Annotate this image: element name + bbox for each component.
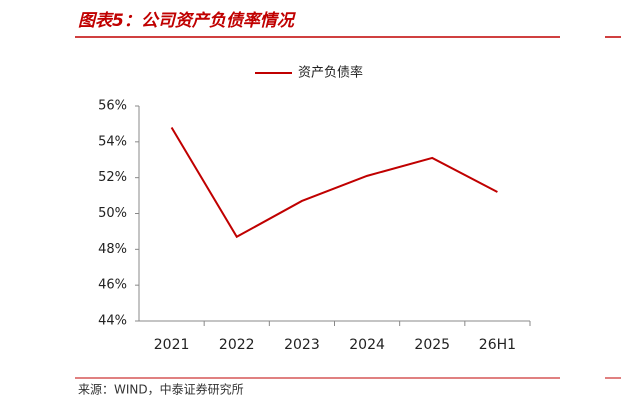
y-tick-label: 52% bbox=[98, 170, 127, 185]
series-line bbox=[170, 126, 498, 239]
x-tick-label: 2025 bbox=[414, 337, 450, 353]
y-tick-label: 54% bbox=[98, 134, 127, 149]
y-tick-label: 48% bbox=[98, 242, 127, 257]
source: 来源：WIND，中泰证券研究所 bbox=[78, 382, 244, 397]
x-tick-label: 2023 bbox=[284, 337, 320, 353]
x-tick-label: 2022 bbox=[219, 337, 255, 353]
chart-title: 图表5：公司资产负债率情况 bbox=[78, 11, 297, 31]
x-tick-label: 26H1 bbox=[479, 337, 516, 353]
y-tick-label: 46% bbox=[98, 278, 127, 293]
x-tick-label: 2024 bbox=[349, 337, 385, 353]
y-tick-label: 50% bbox=[98, 206, 127, 221]
legend-label: 资产负债率 bbox=[298, 65, 363, 81]
y-tick-label: 56% bbox=[98, 99, 127, 114]
x-tick-label: 2021 bbox=[154, 337, 190, 353]
y-tick-label: 44% bbox=[98, 314, 127, 329]
